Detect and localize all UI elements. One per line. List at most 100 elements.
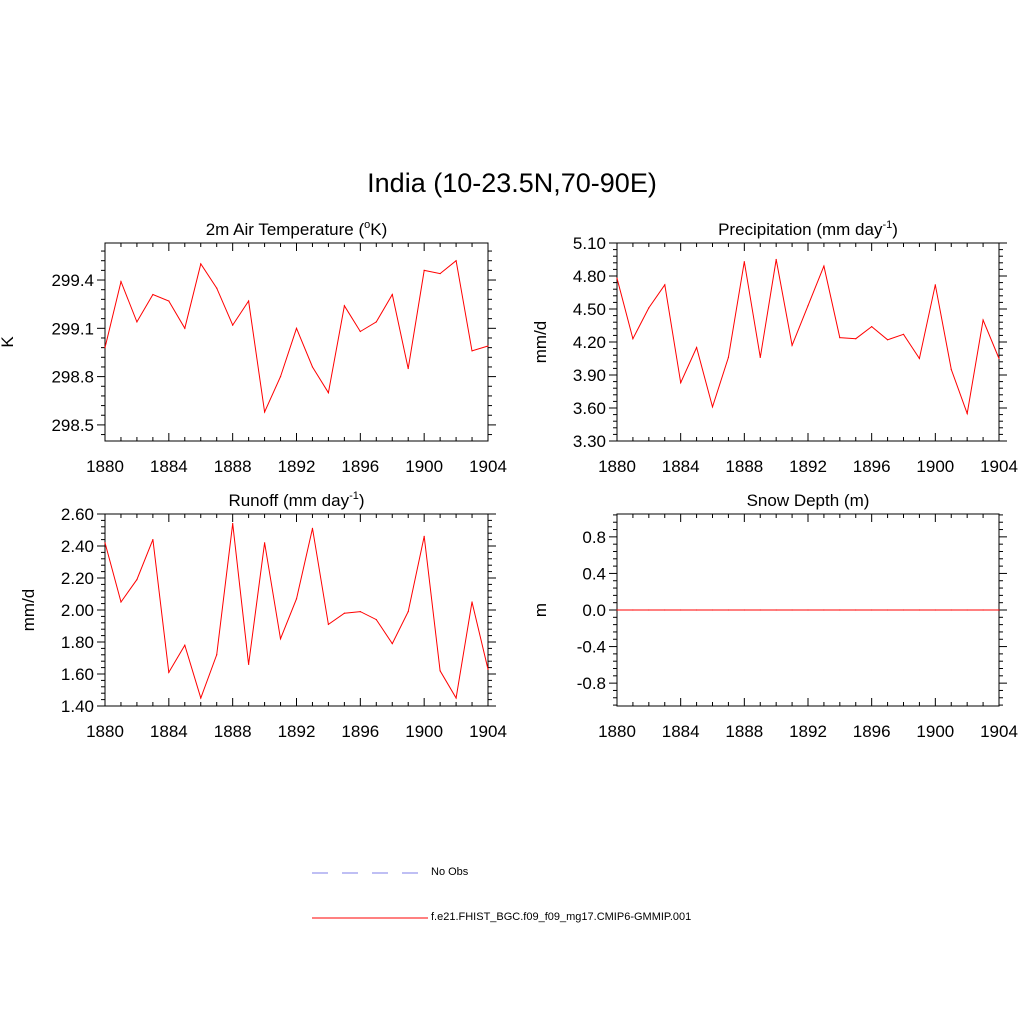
data-point xyxy=(263,542,266,544)
x-tick-label: 1892 xyxy=(278,722,316,741)
y-tick-label: 2.20 xyxy=(61,569,94,588)
data-point xyxy=(855,609,857,611)
x-tick-label: 1888 xyxy=(214,457,252,476)
data-point xyxy=(886,339,889,341)
x-tick-label: 1884 xyxy=(150,457,188,476)
data-point xyxy=(327,623,330,626)
data-point xyxy=(807,305,809,307)
y-tick-label: 2.40 xyxy=(61,537,94,556)
data-point xyxy=(886,609,889,611)
data-point xyxy=(104,542,106,544)
x-tick-label: 1900 xyxy=(916,722,954,741)
y-tick-label: 3.30 xyxy=(573,432,606,451)
data-point xyxy=(902,609,905,611)
data-point xyxy=(391,293,393,296)
data-point xyxy=(184,644,186,646)
data-point xyxy=(998,609,1000,611)
x-tick-label: 1884 xyxy=(150,722,188,741)
x-tick-label: 1904 xyxy=(469,457,507,476)
data-point xyxy=(743,261,745,263)
y-tick-label: 0.8 xyxy=(582,528,606,547)
data-point xyxy=(487,345,489,347)
data-point xyxy=(902,333,905,335)
y-tick-label: 4.20 xyxy=(573,333,606,352)
legend-model-label: f.e21.FHIST_BGC.f09_f09_mg17.CMIP6-GMMIP… xyxy=(431,911,692,923)
y-tick-label: 0.4 xyxy=(582,564,606,583)
data-point xyxy=(823,609,825,611)
data-point xyxy=(120,601,122,603)
data-point xyxy=(216,654,218,656)
data-point xyxy=(918,609,921,611)
data-point xyxy=(664,284,666,286)
data-point xyxy=(327,392,330,394)
y-axis-label: K xyxy=(0,336,17,348)
y-tick-label: 3.60 xyxy=(573,399,606,418)
data-point xyxy=(998,357,1000,360)
panel-title: Runoff (mm day-1) xyxy=(228,490,364,510)
panel-snow-depth: 1880 1884 1888 1892 1896 1900 1904 -0.8 -0.4 0.0 0… xyxy=(531,491,1018,741)
x-tick-label: 1900 xyxy=(405,722,443,741)
y-axis-label: mm/d xyxy=(531,321,550,364)
data-point xyxy=(775,258,777,261)
data-point xyxy=(168,300,170,302)
data-point xyxy=(152,293,154,296)
y-tick-label: 4.50 xyxy=(573,300,606,319)
data-point xyxy=(104,347,106,349)
data-point xyxy=(375,321,377,323)
y-tick-label: 2.60 xyxy=(61,505,94,524)
x-tick-label: 1892 xyxy=(278,457,316,476)
data-point xyxy=(616,277,618,279)
data-point xyxy=(966,412,968,415)
x-tick-label: 1904 xyxy=(980,457,1018,476)
data-point xyxy=(455,260,457,262)
data-point xyxy=(616,609,618,611)
data-point xyxy=(711,406,714,408)
data-point xyxy=(136,579,138,581)
y-tick-label: 1.40 xyxy=(61,697,94,716)
data-point xyxy=(934,284,936,286)
data-point xyxy=(791,344,793,346)
series-line xyxy=(616,259,1000,416)
data-point xyxy=(807,609,809,611)
data-point xyxy=(759,356,761,358)
x-tick-label: 1900 xyxy=(916,457,954,476)
x-tick-label: 1880 xyxy=(86,457,124,476)
x-tick-label: 1896 xyxy=(341,722,379,741)
data-point xyxy=(727,609,730,611)
y-tick-label: 4.80 xyxy=(573,267,606,286)
data-point xyxy=(664,609,666,611)
data-point xyxy=(727,356,730,358)
data-point xyxy=(263,411,266,413)
data-point xyxy=(359,330,361,333)
data-point xyxy=(120,281,122,283)
data-point xyxy=(855,338,857,340)
data-point xyxy=(248,663,250,666)
data-point xyxy=(632,338,634,340)
panel-title: Precipitation (mm day-1) xyxy=(718,219,898,239)
data-point xyxy=(743,609,745,611)
y-tick-label: -0.8 xyxy=(577,674,606,693)
data-point xyxy=(295,598,298,600)
data-point xyxy=(839,337,841,339)
y-axis-label: m xyxy=(531,603,550,617)
legend-obs-label: No Obs xyxy=(431,866,469,878)
plot-frame xyxy=(104,513,489,707)
data-point xyxy=(311,366,314,368)
data-point xyxy=(791,609,793,611)
data-point xyxy=(232,523,234,525)
y-tick-label: 5.10 xyxy=(573,234,606,253)
figure-title: India (10-23.5N,70-90E) xyxy=(367,168,657,198)
panel-title: 2m Air Temperature (oK) xyxy=(206,219,388,239)
data-point xyxy=(950,368,952,371)
data-point xyxy=(487,668,489,670)
data-point xyxy=(871,326,873,328)
x-tick-label: 1892 xyxy=(789,722,827,741)
data-point xyxy=(375,619,377,621)
series-line xyxy=(104,259,489,414)
x-tick-label: 1888 xyxy=(725,457,763,476)
data-point xyxy=(248,300,250,302)
legend xyxy=(312,872,428,919)
data-point xyxy=(839,609,841,611)
y-axis-label: mm/d xyxy=(19,589,38,632)
y-tick-label: -0.4 xyxy=(577,638,606,657)
